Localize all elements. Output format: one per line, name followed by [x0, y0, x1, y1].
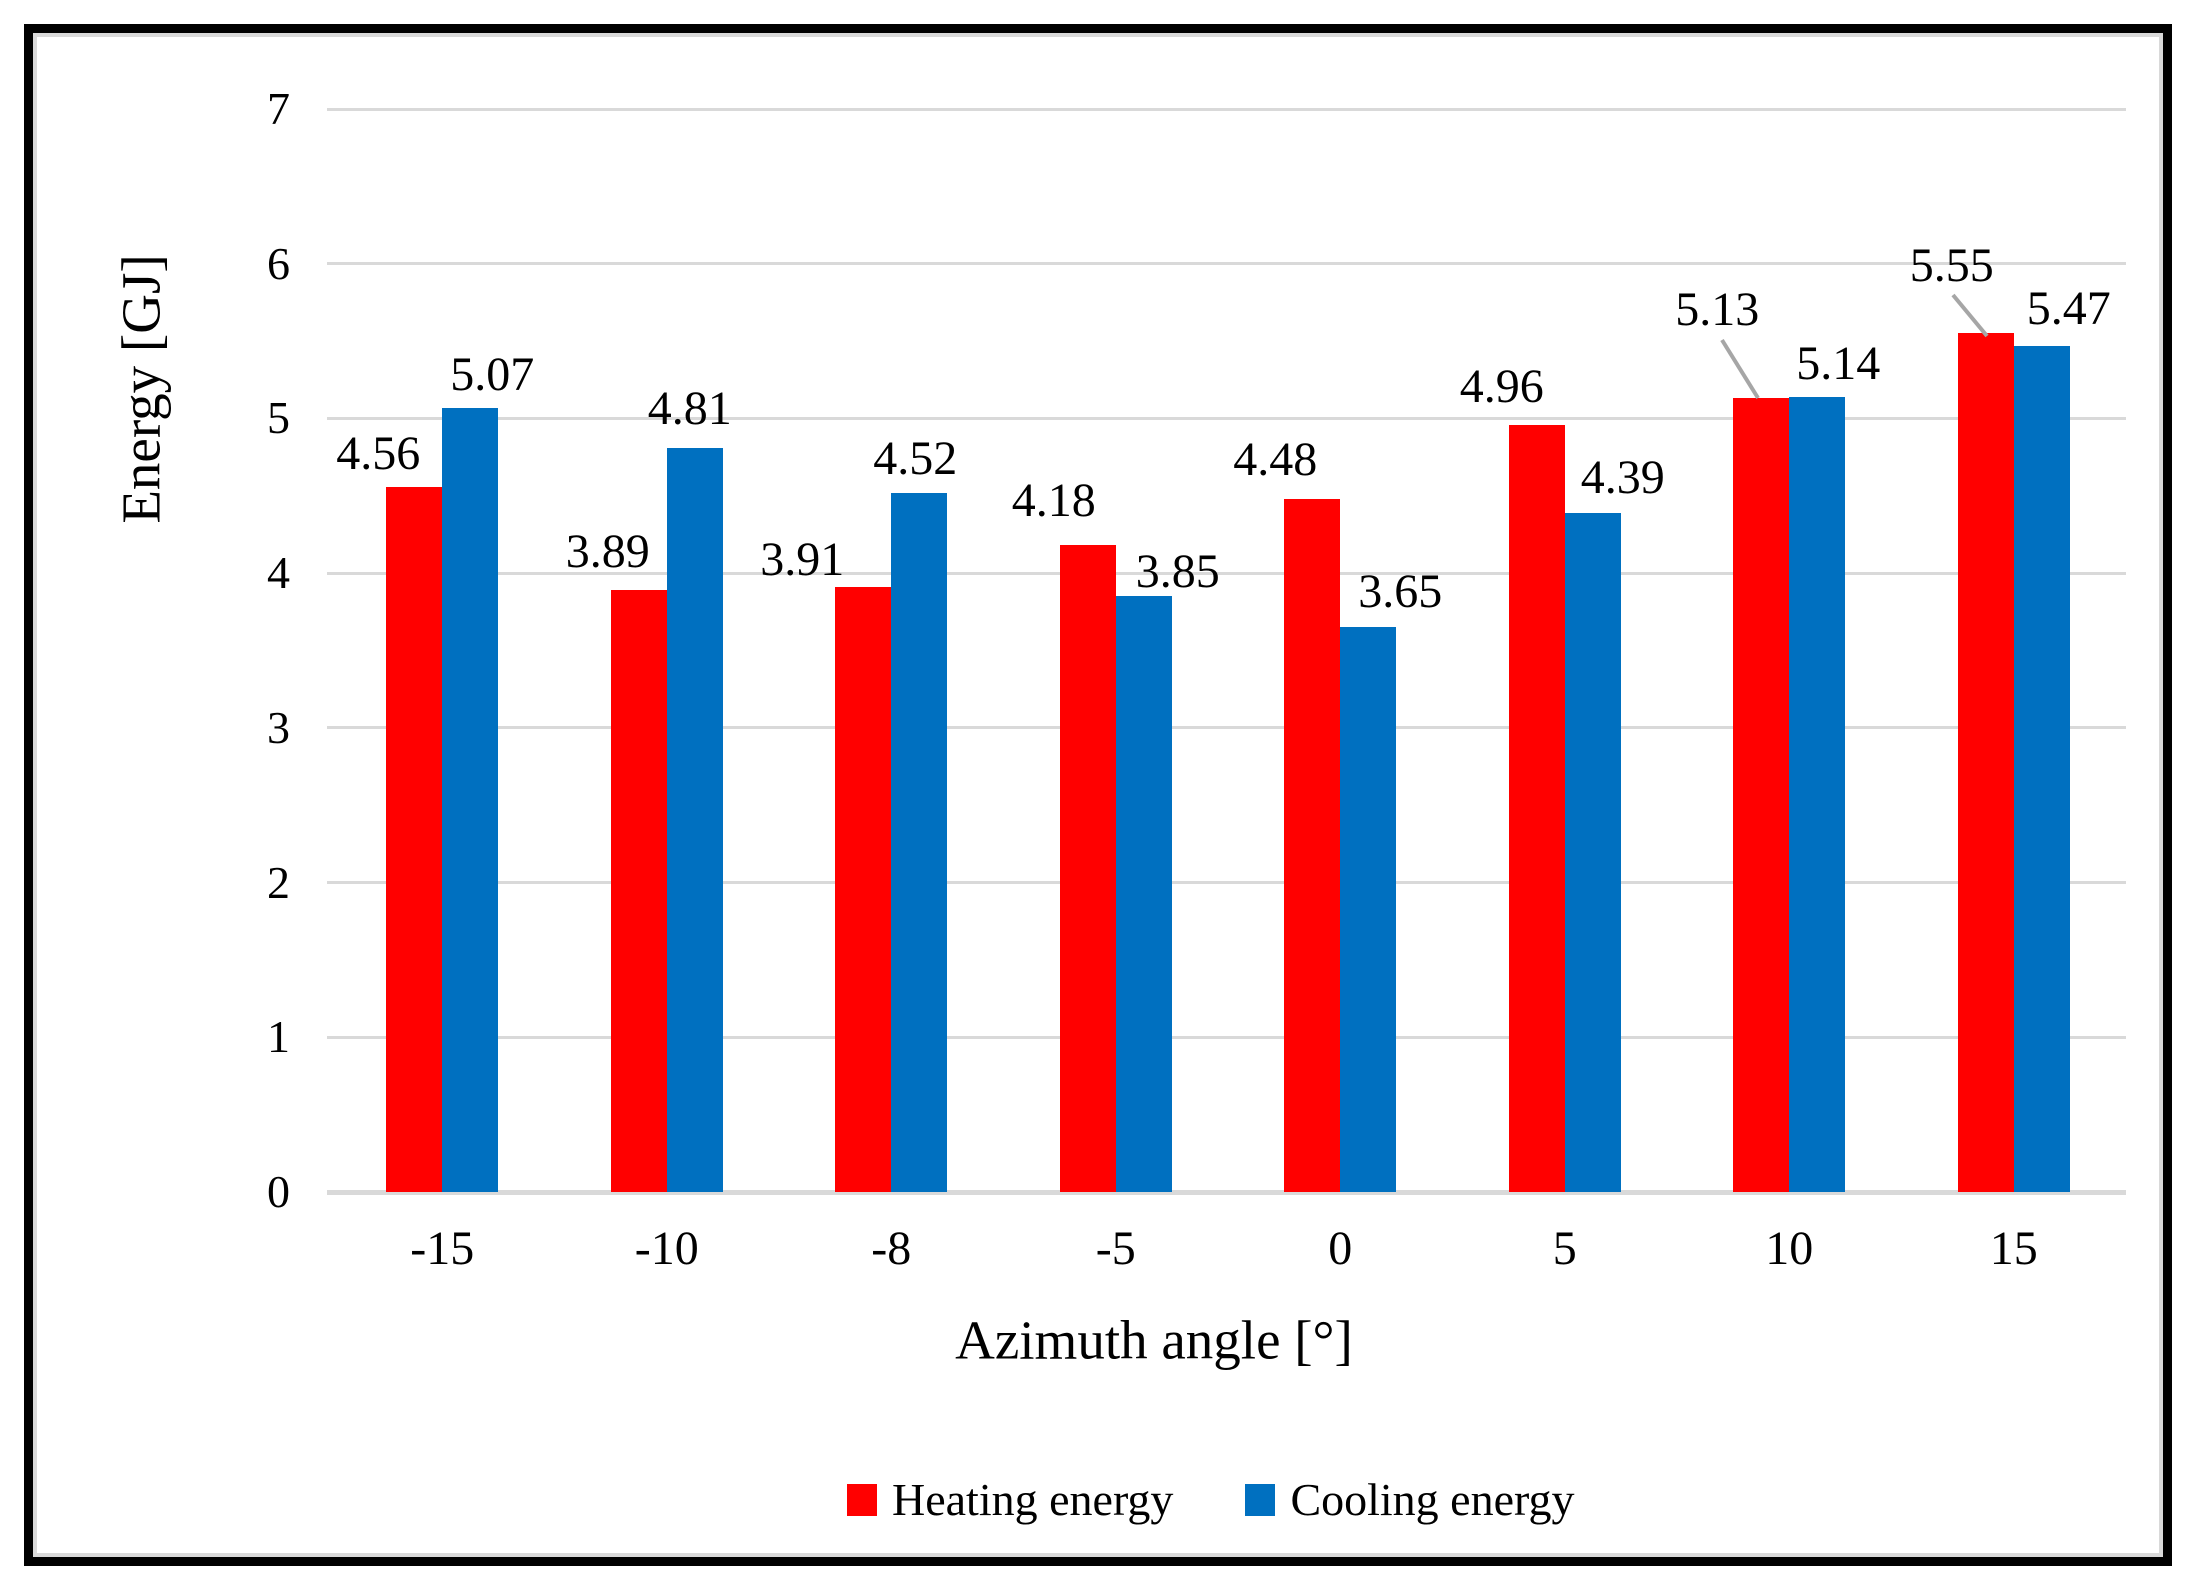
heating-value-label: 5.55 — [1909, 239, 1994, 293]
y-tick-label: 7 — [267, 83, 290, 134]
cooling-swatch — [1245, 1484, 1276, 1516]
legend: Heating energy Cooling energy — [847, 1472, 1575, 1528]
cooling-bar — [2013, 345, 2070, 1192]
legend-item-heating: Heating energy — [847, 1472, 1173, 1528]
heating-swatch — [847, 1484, 877, 1516]
y-axis-title: Energy [GJ] — [110, 254, 172, 524]
legend-item-cooling: Cooling energy — [1245, 1472, 1575, 1528]
heating-value-label: 4.18 — [1011, 474, 1096, 528]
cooling-bar — [666, 447, 723, 1192]
y-tick-label: 4 — [267, 547, 290, 599]
chart-border — [24, 24, 2172, 1566]
cooling-value-label: 4.81 — [647, 381, 732, 435]
heating-value-label: 4.56 — [336, 426, 421, 480]
x-tick-label: 15 — [1989, 1222, 2038, 1275]
cooling-bar — [1340, 627, 1397, 1192]
y-tick-label: 0 — [267, 1166, 290, 1217]
gridline-0 — [327, 1189, 2126, 1195]
y-tick-label: 3 — [267, 701, 290, 753]
legend-label-cooling: Cooling energy — [1290, 1474, 1575, 1525]
heating-value-label: 3.91 — [760, 533, 845, 587]
x-tick-label: -5 — [1095, 1222, 1136, 1275]
cooling-bar — [1564, 512, 1621, 1192]
heating-bar — [1957, 333, 2014, 1192]
cooling-value-label: 3.65 — [1358, 565, 1443, 619]
heating-bar — [1284, 498, 1341, 1192]
gridline-3 — [327, 726, 2126, 730]
heating-bar — [1059, 545, 1116, 1192]
cooling-bar — [891, 492, 948, 1192]
chart-inner-border — [33, 33, 2163, 1557]
heating-bar — [386, 486, 443, 1192]
y-tick-label: 1 — [267, 1011, 290, 1063]
heating-value-label: 5.13 — [1675, 283, 1760, 337]
cooling-value-label: 5.47 — [2026, 281, 2111, 335]
gridline-5 — [327, 416, 2126, 420]
heating-value-label: 4.48 — [1233, 432, 1318, 486]
gridline-1 — [327, 1035, 2126, 1039]
cooling-value-label: 5.14 — [1796, 336, 1881, 390]
y-tick-label: 5 — [267, 392, 290, 444]
heating-value-label: 4.96 — [1459, 359, 1544, 413]
cooling-bar — [1789, 396, 1846, 1192]
x-axis-title: Azimuth angle [°] — [955, 1309, 1353, 1371]
gridline-4 — [327, 571, 2126, 575]
heating-value-label: 3.89 — [565, 525, 650, 579]
heating-bar — [835, 587, 892, 1192]
cooling-bar — [442, 407, 499, 1192]
gridline-2 — [327, 881, 2126, 885]
x-tick-label: 0 — [1328, 1222, 1353, 1275]
x-tick-label: -8 — [871, 1222, 912, 1275]
x-tick-label: 5 — [1552, 1222, 1577, 1275]
heating-bar — [1508, 424, 1565, 1192]
y-tick-label: 6 — [267, 237, 290, 289]
cooling-value-label: 5.07 — [450, 347, 535, 401]
heating-bar — [610, 590, 667, 1192]
legend-label-heating: Heating energy — [892, 1474, 1174, 1525]
cooling-value-label: 4.52 — [873, 431, 958, 485]
cooling-value-label: 4.39 — [1580, 450, 1665, 504]
cooling-value-label: 3.85 — [1135, 545, 1220, 599]
gridline-6 — [327, 262, 2126, 266]
gridline-7 — [327, 107, 2126, 111]
heating-bar — [1733, 398, 1790, 1192]
x-tick-label: -15 — [410, 1222, 475, 1275]
x-tick-label: -10 — [634, 1222, 699, 1275]
cooling-bar — [1115, 596, 1172, 1192]
x-tick-label: 10 — [1765, 1222, 1814, 1275]
y-tick-label: 2 — [267, 856, 290, 908]
